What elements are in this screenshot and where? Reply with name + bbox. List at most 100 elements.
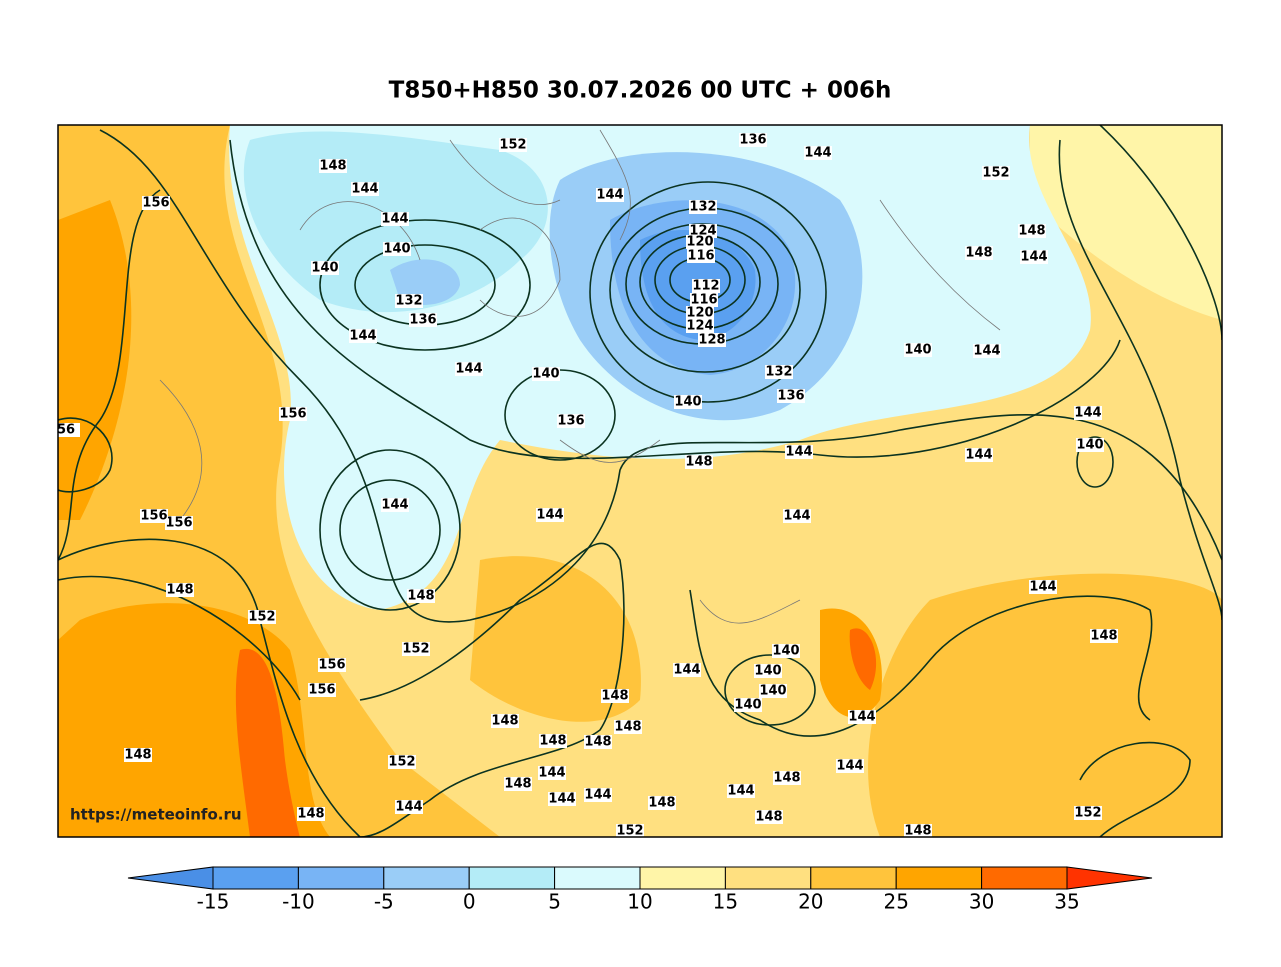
contour-label: 148 xyxy=(904,824,931,839)
contour-label: 144 xyxy=(351,182,378,197)
label-bg xyxy=(686,235,714,249)
contour xyxy=(99,129,1222,623)
colorbar-tick-label: 0 xyxy=(463,890,476,914)
colorbar-segment xyxy=(554,866,641,890)
temp-field xyxy=(470,556,641,722)
contour-label: 140 xyxy=(1076,438,1103,453)
temp-field xyxy=(868,573,1222,837)
contour xyxy=(689,589,1153,737)
colorbar-tick-label: -10 xyxy=(282,890,315,914)
contour xyxy=(1058,139,1222,621)
label-bg xyxy=(698,333,726,347)
contour-label: 124 xyxy=(689,224,716,239)
contour-label: 144 xyxy=(455,362,482,377)
colorbar-segment xyxy=(212,866,299,890)
contour-label: 144 xyxy=(395,800,422,815)
contour-label: 144 xyxy=(836,759,863,774)
label-bg xyxy=(402,642,430,656)
contour xyxy=(724,654,816,726)
contour-label: 152 xyxy=(388,755,415,770)
contour xyxy=(1099,125,1222,341)
colorbar-segment xyxy=(468,866,556,890)
label-bg xyxy=(584,735,612,749)
label-bg xyxy=(727,784,755,798)
contour-label: 156 xyxy=(279,407,306,422)
contour-label: 156 xyxy=(142,196,169,211)
contour-label: 136 xyxy=(739,133,766,148)
label-bg xyxy=(685,455,713,469)
label-bg xyxy=(904,343,932,357)
label-bg xyxy=(58,423,80,437)
contour-labels: 1481441441401401321361441441521441361441… xyxy=(58,133,1118,839)
label-bg xyxy=(539,734,567,748)
contour-label: 132 xyxy=(395,294,422,309)
contour xyxy=(58,189,361,837)
coastline xyxy=(159,129,1001,624)
label-bg xyxy=(351,182,379,196)
contour-label: 148 xyxy=(539,734,566,749)
label-bg xyxy=(692,279,720,293)
contour-label: 148 xyxy=(319,159,346,174)
contour-label: 156 xyxy=(140,509,167,524)
label-bg xyxy=(311,261,339,275)
label-bg xyxy=(965,246,993,260)
label-bg xyxy=(407,589,435,603)
contour-label: 144 xyxy=(596,188,623,203)
label-bg xyxy=(690,293,718,307)
contour-label: 140 xyxy=(759,684,786,699)
label-bg xyxy=(491,714,519,728)
contour-label: 148 xyxy=(491,714,518,729)
contour-label: 152 xyxy=(982,166,1009,181)
label-bg xyxy=(319,159,347,173)
contour-label: 140 xyxy=(904,343,931,358)
colorbar-segment xyxy=(895,866,983,890)
colorbar-tick-label: 5 xyxy=(548,890,561,914)
contour xyxy=(58,417,113,493)
contour xyxy=(339,479,441,581)
contour-label: 148 xyxy=(584,735,611,750)
contour-label: 144 xyxy=(973,344,1000,359)
label-bg xyxy=(1074,406,1102,420)
contour-label: 128 xyxy=(698,333,725,348)
contour-label: 144 xyxy=(727,784,754,799)
label-bg xyxy=(772,644,800,658)
contour-label: 152 xyxy=(616,824,643,839)
contour-label: 140 xyxy=(754,664,781,679)
contour-label: 144 xyxy=(381,212,408,227)
contour-label: 136 xyxy=(557,414,584,429)
label-bg xyxy=(349,329,377,343)
label-bg xyxy=(142,196,170,210)
label-bg xyxy=(1020,250,1048,264)
contour-label: 120 xyxy=(686,235,713,250)
label-bg xyxy=(785,445,813,459)
label-bg xyxy=(409,313,437,327)
label-bg xyxy=(557,414,585,428)
contour-label: 116 xyxy=(687,249,714,264)
contour-label: 140 xyxy=(532,367,559,382)
contour-label: 148 xyxy=(773,771,800,786)
watermark: https://meteoinfo.ru xyxy=(70,806,242,824)
contour-label: 148 xyxy=(124,748,151,763)
contour-label: 148 xyxy=(1018,224,1045,239)
label-bg xyxy=(381,498,409,512)
label-bg xyxy=(759,684,787,698)
colorbar-segment xyxy=(810,866,897,890)
label-bg xyxy=(973,344,1001,358)
contour-label: 148 xyxy=(614,720,641,735)
contour-label: 132 xyxy=(689,200,716,215)
label-bg xyxy=(395,800,423,814)
label-bg xyxy=(982,166,1010,180)
contour-label: 140 xyxy=(383,242,410,257)
label-bg xyxy=(308,683,336,697)
colorbar-segment xyxy=(639,866,726,890)
contour-label: 148 xyxy=(166,583,193,598)
colorbar: -15 -10 -5 0 5 10 15 20 25 30 35 xyxy=(127,866,1153,914)
contour-label: 144 xyxy=(965,448,992,463)
contour-label: 156 xyxy=(308,683,335,698)
colorbar-segment xyxy=(981,866,1068,890)
contour xyxy=(319,449,461,611)
label-bg xyxy=(648,796,676,810)
label-bg xyxy=(739,133,767,147)
colorbar-segment xyxy=(297,866,385,890)
